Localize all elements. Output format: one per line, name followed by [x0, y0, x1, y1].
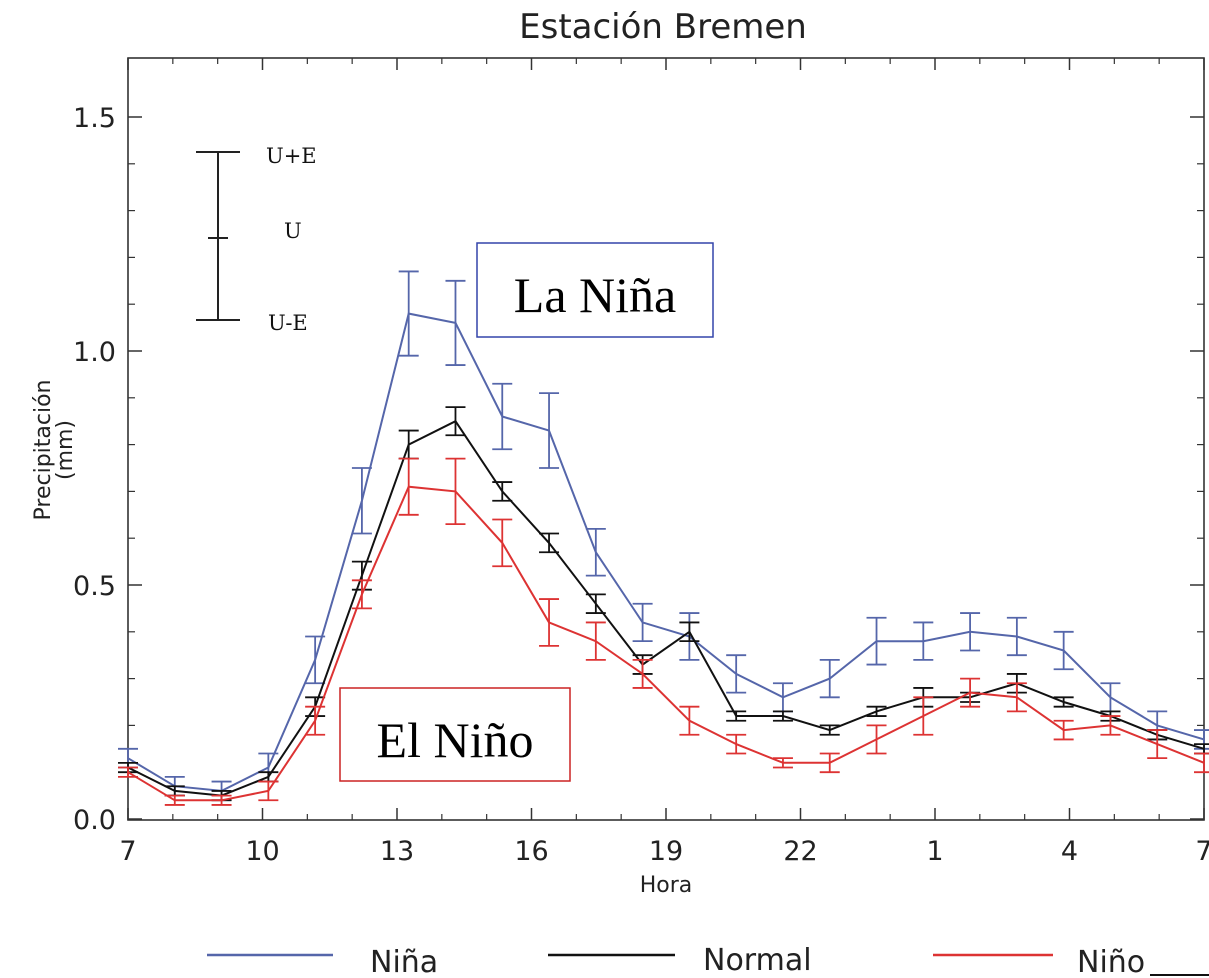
- annotation-el-nino-text: El Niño: [377, 712, 534, 768]
- x-tick-label: 10: [245, 836, 279, 867]
- x-tick-label: 4: [1061, 836, 1078, 867]
- x-tick-labels: 7 10 13 16 19 22 1 4 7: [119, 836, 1209, 867]
- y-tick-label: 1.0: [73, 337, 116, 368]
- y-axis-label-line2: (mm): [53, 420, 78, 480]
- x-tick-label: 1: [926, 836, 943, 867]
- x-tick-label: 22: [783, 836, 817, 867]
- y-axis-label-line1: Precipitación: [31, 380, 56, 521]
- annotation-box-la-nina: [476, 242, 714, 338]
- legend: Niña Normal Niño: [207, 943, 1209, 978]
- series-layer: [118, 270, 1209, 806]
- x-tick-label: 19: [649, 836, 683, 867]
- x-tick-label: 16: [514, 836, 548, 867]
- error-bar-key: U+E U U-E: [196, 144, 317, 335]
- annotation-el-nino: El Niño: [339, 687, 571, 782]
- y-tick-label: 1.5: [73, 103, 116, 134]
- y-axis-label: Precipitación (mm): [31, 380, 78, 521]
- series-ni-o: [118, 457, 1209, 806]
- annotation-box-el-nino: [339, 687, 571, 782]
- axis-ticks: [127, 58, 1205, 820]
- series-line: [127, 485, 1205, 802]
- x-axis-label: Hora: [640, 873, 693, 898]
- series-line: [127, 312, 1205, 792]
- x-tick-label: 7: [119, 836, 136, 867]
- chart-title: Estación Bremen: [519, 7, 807, 47]
- y-tick-label: 0.5: [73, 571, 116, 602]
- legend-label-normal: Normal: [703, 943, 812, 978]
- key-label-middle: U: [284, 219, 302, 243]
- series-normal: [118, 406, 1209, 802]
- y-tick-label: 0.0: [73, 805, 116, 836]
- x-tick-label: 13: [380, 836, 414, 867]
- annotation-la-nina-text: La Niña: [514, 267, 676, 323]
- legend-label-nino: Niño: [1077, 945, 1145, 978]
- legend-label-nina: Niña: [370, 945, 438, 978]
- plot-frame: [127, 57, 1205, 821]
- y-tick-labels: 0.0 0.5 1.0 1.5: [73, 103, 116, 836]
- series-line: [127, 419, 1205, 797]
- series-ni-a: [118, 270, 1209, 802]
- key-label-lower: U-E: [268, 311, 308, 335]
- x-tick-label: 7: [1195, 836, 1209, 867]
- annotation-la-nina: La Niña: [476, 242, 714, 338]
- key-label-upper: U+E: [266, 144, 317, 168]
